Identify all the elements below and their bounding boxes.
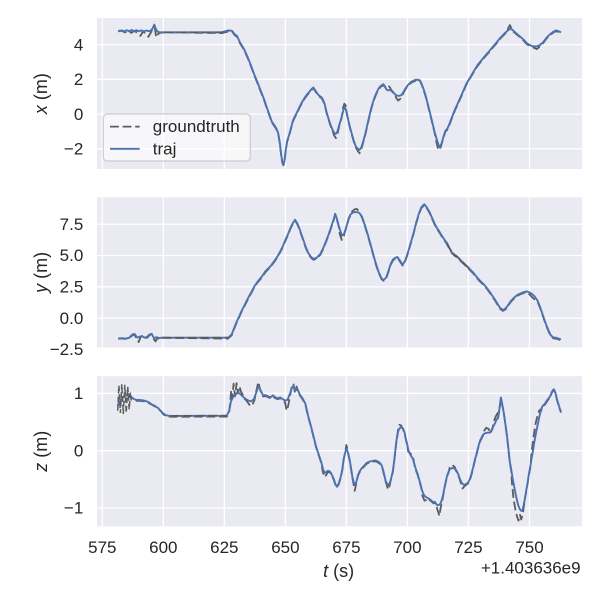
svg-text:traj: traj	[153, 139, 177, 158]
svg-text:725: 725	[454, 538, 482, 557]
svg-text:+1.403636e9: +1.403636e9	[481, 559, 581, 578]
svg-text:0.0: 0.0	[60, 309, 84, 328]
svg-text:600: 600	[149, 538, 177, 557]
svg-text:x (m): x (m)	[31, 73, 51, 115]
svg-text:575: 575	[88, 538, 116, 557]
svg-text:z (m): z (m)	[31, 431, 51, 473]
svg-text:675: 675	[332, 538, 360, 557]
svg-text:2: 2	[74, 70, 83, 89]
svg-text:1: 1	[74, 384, 83, 403]
svg-text:0: 0	[74, 441, 83, 460]
svg-text:−2: −2	[64, 140, 83, 159]
svg-text:4: 4	[74, 35, 83, 54]
svg-text:−2.5: −2.5	[50, 340, 84, 359]
svg-text:2.5: 2.5	[60, 278, 84, 297]
svg-text:−1: −1	[64, 499, 83, 518]
svg-text:750: 750	[515, 538, 543, 557]
svg-text:5.0: 5.0	[60, 246, 84, 265]
svg-text:625: 625	[210, 538, 238, 557]
svg-text:t (s): t (s)	[323, 561, 354, 581]
svg-text:700: 700	[393, 538, 421, 557]
svg-text:groundtruth: groundtruth	[153, 117, 240, 136]
svg-text:7.5: 7.5	[60, 215, 84, 234]
svg-text:650: 650	[271, 538, 299, 557]
svg-text:0: 0	[74, 105, 83, 124]
svg-text:y (m): y (m)	[31, 252, 51, 295]
